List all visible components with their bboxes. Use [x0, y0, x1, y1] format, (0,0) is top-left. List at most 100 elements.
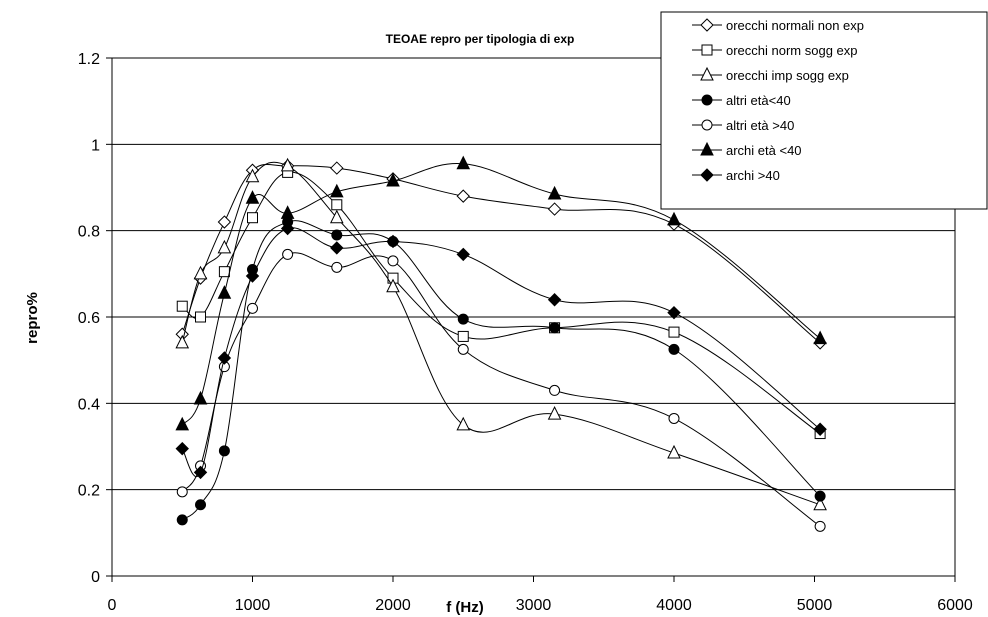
data-point — [547, 293, 562, 307]
legend-box — [660, 11, 988, 210]
series-2 — [176, 166, 826, 440]
data-point — [547, 185, 562, 200]
series-3 — [175, 157, 827, 511]
y-tick-label: 0 — [91, 569, 100, 586]
data-point — [217, 351, 232, 365]
data-point — [175, 441, 189, 456]
y-tick-label: 1 — [91, 137, 100, 154]
data-point — [386, 172, 400, 187]
data-point — [195, 311, 207, 323]
data-point — [247, 212, 258, 224]
data-point — [245, 168, 260, 183]
data-point — [456, 247, 470, 262]
x-tick-label: 3000 — [516, 597, 552, 614]
data-point — [386, 278, 400, 293]
chart-title: TEOAE repro per tipologia di exp — [386, 32, 575, 46]
data-point — [701, 119, 713, 131]
data-point — [386, 234, 400, 249]
y-axis-label: repro% — [24, 292, 41, 344]
data-point — [175, 334, 190, 349]
data-point — [667, 305, 681, 320]
data-point — [280, 221, 295, 236]
legend-label: orecchi norm sogg exp — [726, 43, 858, 58]
data-point — [667, 444, 681, 459]
data-point — [330, 161, 344, 175]
legend-label: altri età<40 — [726, 93, 791, 108]
legend-entry: altri età<40 — [692, 93, 791, 108]
legend-entry: orecchi imp sogg exp — [692, 66, 849, 83]
data-point — [217, 215, 232, 229]
legend-label: altri età >40 — [726, 118, 794, 133]
data-point — [329, 209, 344, 224]
y-tick-label: 0.2 — [78, 483, 100, 500]
data-point — [456, 155, 471, 170]
data-point — [193, 465, 208, 480]
data-point — [667, 211, 681, 226]
legend-label: orecchi normali non exp — [726, 18, 864, 33]
data-point — [195, 499, 207, 511]
data-point — [701, 44, 713, 56]
series-line — [181, 220, 821, 521]
data-point — [700, 66, 714, 81]
legend-entry: orecchi normali non exp — [692, 18, 864, 33]
legend-entry: archi età <40 — [692, 141, 802, 158]
x-tick-label: 1000 — [235, 597, 271, 614]
x-tick-label: 0 — [108, 597, 117, 614]
data-point — [549, 322, 561, 334]
series-5 — [176, 248, 826, 532]
y-tick-label: 1.2 — [78, 51, 100, 68]
series-line — [181, 161, 821, 506]
data-point — [176, 300, 188, 312]
data-point — [245, 190, 260, 204]
data-point — [813, 330, 827, 345]
data-point — [549, 384, 561, 396]
data-point — [457, 330, 469, 342]
data-point — [176, 486, 188, 498]
data-point — [813, 422, 827, 436]
data-point — [329, 183, 344, 198]
data-point — [547, 406, 562, 420]
data-point — [814, 520, 826, 532]
data-point — [176, 514, 188, 526]
data-point — [175, 416, 190, 431]
y-tick-label: 0.6 — [78, 310, 100, 327]
y-tick-label: 0.8 — [78, 224, 100, 241]
data-point — [218, 445, 230, 457]
legend: orecchi normali non exp orecchi norm sogg… — [660, 11, 988, 210]
data-point — [331, 261, 343, 273]
data-point — [387, 255, 399, 267]
data-point — [247, 302, 258, 314]
series-line — [181, 227, 821, 477]
series-line — [181, 252, 821, 527]
data-point — [282, 248, 294, 260]
legend-label: archi età <40 — [726, 143, 802, 158]
data-point — [668, 412, 680, 424]
data-point — [668, 326, 680, 338]
y-tick-label: 0.4 — [78, 396, 100, 413]
data-point — [813, 496, 827, 511]
series-7 — [175, 221, 827, 480]
data-point — [217, 285, 232, 299]
data-point — [701, 94, 713, 106]
data-point — [814, 490, 826, 502]
series-6 — [175, 155, 827, 431]
x-axis-label: f (Hz) — [446, 599, 484, 616]
legend-label: orecchi imp sogg exp — [726, 68, 849, 83]
series — [175, 155, 827, 532]
data-point — [217, 239, 232, 254]
tick-labels: 0 0.2 0.4 0.6 0.8 1 1.2 0 1000 2000 3000 4000 5000 60… — [78, 51, 973, 614]
data-point — [700, 141, 714, 156]
series-line — [181, 171, 821, 434]
data-point — [193, 265, 208, 280]
data-point — [456, 189, 470, 203]
data-point — [700, 18, 714, 32]
data-point — [331, 229, 343, 241]
x-tick-label: 4000 — [656, 597, 692, 614]
data-point — [193, 390, 208, 405]
data-point — [280, 157, 295, 172]
data-point — [457, 343, 469, 355]
data-point — [245, 269, 260, 283]
series-4 — [176, 216, 826, 526]
data-point — [547, 202, 562, 216]
